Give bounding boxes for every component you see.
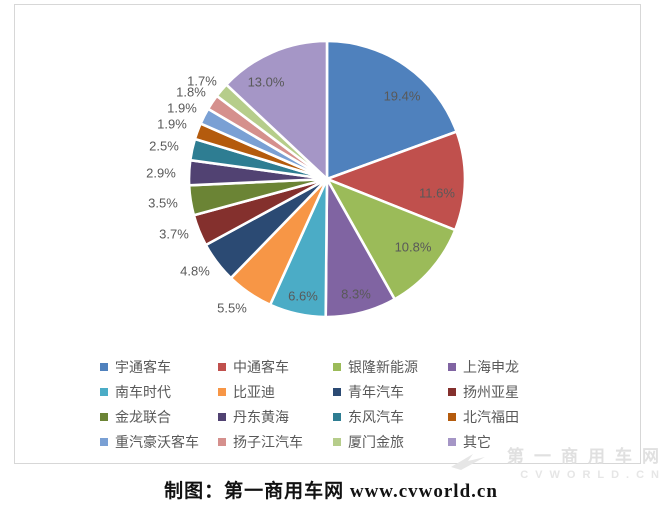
legend-item-10: 丹东黄海 [218, 407, 333, 427]
legend-label: 比亚迪 [233, 383, 275, 400]
legend-item-15: 厦门金旅 [333, 432, 448, 452]
legend-marker-icon [100, 412, 108, 421]
pie-percent-label-11: 2.5% [149, 138, 179, 153]
legend-label: 金龙联合 [115, 408, 171, 425]
watermark-logo-icon [451, 454, 485, 470]
legend-label: 中通客车 [233, 358, 289, 375]
legend-marker-icon [448, 412, 456, 421]
legend-marker-icon [333, 412, 341, 421]
legend-marker-icon [448, 437, 456, 446]
pie-percent-label-1: 19.4% [384, 88, 421, 103]
pie-percent-label-13: 1.9% [167, 100, 197, 115]
pie-slice-16 [225, 39, 329, 181]
legend-label: 上海申龙 [463, 358, 519, 375]
legend-marker-icon [448, 387, 456, 396]
watermark-text-cn: 第一商用车网 [507, 447, 662, 466]
legend-marker-icon [100, 437, 108, 446]
legend-label: 厦门金旅 [348, 433, 404, 450]
legend-marker-icon [218, 437, 226, 446]
legend-label: 丹东黄海 [233, 408, 289, 425]
legend-label: 南车时代 [115, 383, 171, 400]
legend-marker-icon [218, 387, 226, 396]
legend-item-13: 重汽豪沃客车 [100, 432, 218, 452]
pie-percent-label-7: 4.8% [180, 263, 210, 278]
legend-label: 重汽豪沃客车 [115, 433, 199, 450]
legend-marker-icon [333, 437, 341, 446]
pie-percent-label-2: 11.6% [419, 185, 455, 200]
legend-marker-icon [333, 387, 341, 396]
pie-percent-label-8: 3.7% [159, 226, 189, 241]
legend-item-6: 比亚迪 [218, 382, 333, 402]
legend-item-8: 扬州亚星 [448, 382, 578, 402]
legend-label: 东风汽车 [348, 408, 404, 425]
pie-percent-label-10: 2.9% [146, 165, 176, 180]
legend-item-2: 中通客车 [218, 357, 333, 377]
legend-item-16: 其它 [448, 432, 578, 452]
legend-marker-icon [218, 412, 226, 421]
pie-percent-label-9: 3.5% [148, 195, 178, 210]
pie-percent-label-4: 8.3% [341, 286, 371, 301]
legend-item-1: 宇通客车 [100, 357, 218, 377]
legend-item-9: 金龙联合 [100, 407, 218, 427]
watermark: 第一商用车网 CVWORLD.CN [451, 447, 662, 481]
legend-marker-icon [333, 362, 341, 371]
pie-percent-label-12: 1.9% [157, 116, 187, 131]
legend-marker-icon [100, 387, 108, 396]
pie-percent-label-3: 10.8% [395, 239, 432, 254]
legend-label: 银隆新能源 [348, 358, 418, 375]
legend-label: 扬州亚星 [463, 383, 519, 400]
legend-item-12: 北汽福田 [448, 407, 578, 427]
legend-item-7: 青年汽车 [333, 382, 448, 402]
legend-marker-icon [218, 362, 226, 371]
pie-percent-label-15: 1.7% [187, 73, 217, 88]
legend-label: 其它 [463, 433, 491, 450]
legend-item-3: 银隆新能源 [333, 357, 448, 377]
legend-item-4: 上海申龙 [448, 357, 578, 377]
pie-percent-label-5: 6.6% [288, 288, 318, 303]
pie-percent-label-16: 13.0% [248, 74, 285, 89]
legend-label: 青年汽车 [348, 383, 404, 400]
legend-label: 扬子江汽车 [233, 433, 303, 450]
legend: 宇通客车 中通客车 银隆新能源 上海申龙南车时代 比亚迪 青年汽车 扬州亚星金龙联合 丹东黄海… [100, 354, 578, 454]
legend-label: 宇通客车 [115, 358, 171, 375]
legend-label: 北汽福田 [463, 408, 519, 425]
pie-percent-label-6: 5.5% [217, 300, 247, 315]
legend-marker-icon [448, 362, 456, 371]
pie-slice-3 [325, 177, 457, 301]
pie-slice-2 [325, 130, 467, 232]
legend-marker-icon [100, 362, 108, 371]
caption: 制图：第一商用车网 www.cvworld.cn [164, 481, 498, 502]
pie-percent-label-14: 1.8% [176, 84, 206, 99]
legend-item-11: 东风汽车 [333, 407, 448, 427]
legend-item-14: 扬子江汽车 [218, 432, 333, 452]
pie-slice-1 [325, 39, 458, 181]
legend-item-5: 南车时代 [100, 382, 218, 402]
watermark-text-en: CVWORLD.CN [520, 468, 662, 481]
